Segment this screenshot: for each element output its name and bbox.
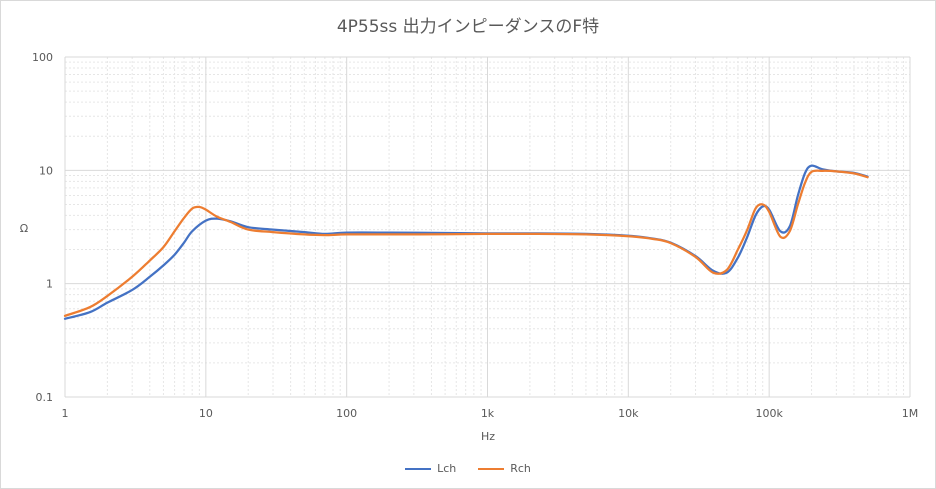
x-tick-label: 100k <box>755 407 783 420</box>
series-line-rch <box>63 169 869 317</box>
x-tick-label: 1k <box>481 407 495 420</box>
gridlines <box>64 56 911 398</box>
legend-swatch-lch <box>405 467 432 470</box>
x-tick-label: 10k <box>618 407 639 420</box>
legend-item-lch: Lch <box>405 462 456 475</box>
series-lines <box>63 164 869 320</box>
x-tick-label: 1 <box>62 407 69 420</box>
legend-item-rch: Rch <box>478 462 531 475</box>
x-tick-label: 100 <box>336 407 357 420</box>
y-axis-label: Ω <box>20 222 28 235</box>
legend-swatch-rch <box>478 467 505 470</box>
legend-label-lch: Lch <box>437 462 457 475</box>
y-tick-label: 0.1 <box>36 391 54 404</box>
chart-title: 4P55ss 出力インピーダンスのF特 <box>336 17 600 37</box>
legend-label-rch: Rch <box>510 462 531 475</box>
y-tick-label: 1 <box>46 278 53 291</box>
y-tick-label: 100 <box>32 51 53 64</box>
y-tick-label: 10 <box>39 164 53 177</box>
x-tick-label: 1M <box>902 407 919 420</box>
tick-labels: 1 10 100 1k 10k 100k 1M 0.1 1 10 100 <box>32 51 918 420</box>
x-tick-label: 10 <box>199 407 213 420</box>
x-axis-label: Hz <box>481 430 495 443</box>
legend: Lch Rch <box>0 462 936 475</box>
